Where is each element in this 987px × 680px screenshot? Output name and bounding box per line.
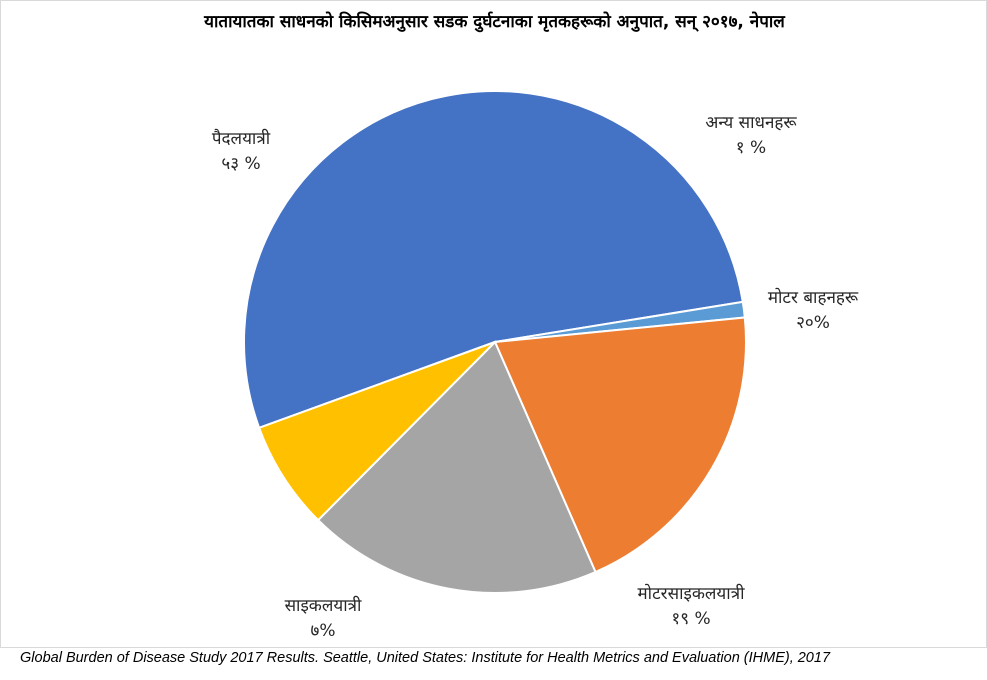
slice-category-label: पैदलयात्री <box>212 128 271 149</box>
slice-category-label: मोटरसाइकलयात्री <box>638 583 746 604</box>
slice-category-label: साइकलयात्री <box>285 595 362 616</box>
pie-slice-1 <box>243 89 744 430</box>
slice-value-label: १९ % <box>671 609 710 629</box>
pie-slice-3 <box>493 316 747 574</box>
source-note: Global Burden of Disease Study 2017 Resu… <box>20 650 831 666</box>
slice-value-label: ५३ % <box>221 154 260 174</box>
slice-value-label: ७% <box>311 621 336 641</box>
pie-slice-4 <box>316 340 597 594</box>
pie-slice-5 <box>257 341 496 522</box>
chart-frame: यातायातका साधनको किसिमअनुसार सडक दुर्घटन… <box>0 0 987 648</box>
chart-title: यातायातका साधनको किसिमअनुसार सडक दुर्घटन… <box>204 12 785 32</box>
slice-category-label: मोटर बाहनहरू <box>768 287 859 308</box>
slice-value-label: १ % <box>736 138 766 158</box>
slice-category-label: अन्य साधनहरू <box>705 113 797 133</box>
pie-chart: पैदलयात्री ५३ % अन्य साधनहरू १ % मोटर बाहनहर… <box>212 89 859 641</box>
slice-value-label: २०% <box>796 313 830 333</box>
